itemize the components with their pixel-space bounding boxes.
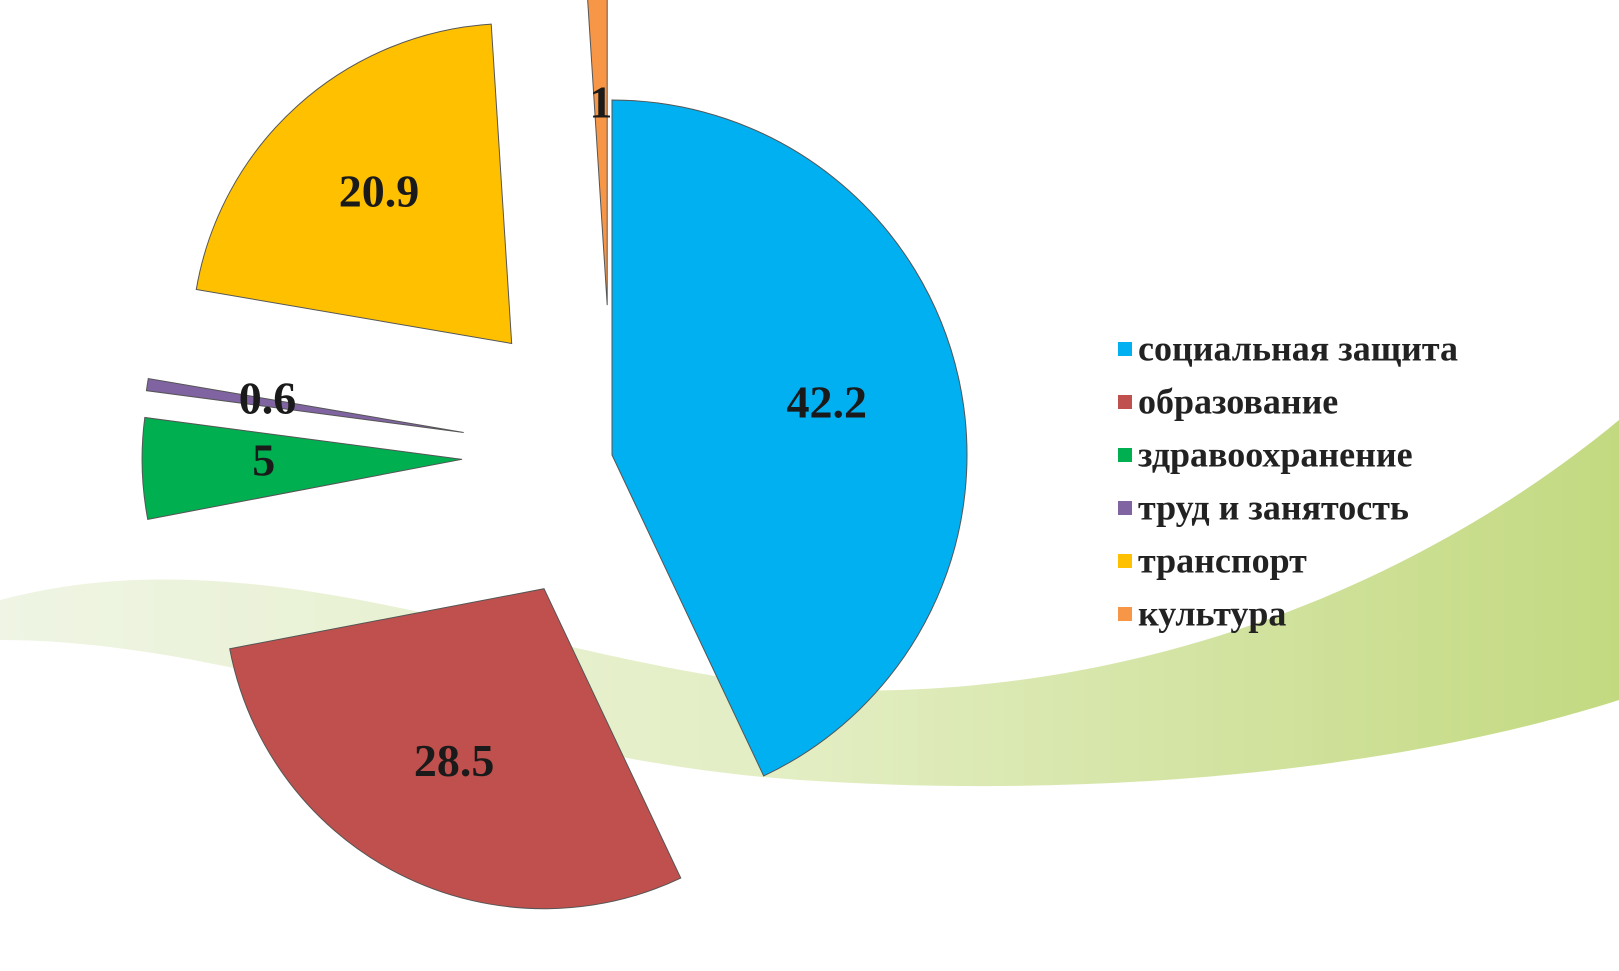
legend-label: транспорт (1138, 540, 1307, 580)
pie-slice (195, 23, 513, 345)
legend-label: образование (1138, 381, 1338, 421)
legend: социальная защита образование здравоохране… (1118, 328, 1458, 633)
data-label: 28.5 (414, 735, 495, 786)
legend-swatch (1118, 395, 1132, 409)
pie-slice (587, 0, 608, 306)
legend-swatch (1118, 607, 1132, 621)
data-label: 1 (589, 76, 612, 127)
pie-slice (611, 99, 968, 777)
legend-label: здравоохранение (1138, 434, 1413, 474)
data-label: 42.2 (787, 376, 868, 427)
legend-swatch (1118, 501, 1132, 515)
legend-label: труд и занятость (1138, 487, 1409, 527)
data-label: 0.6 (239, 372, 297, 423)
pie-slice (141, 416, 463, 520)
legend-label: социальная защита (1138, 328, 1458, 368)
data-label: 5 (252, 435, 275, 486)
legend-label: культура (1138, 593, 1286, 633)
pie-slice (229, 588, 682, 910)
legend-swatch (1118, 554, 1132, 568)
data-label: 20.9 (339, 166, 420, 217)
pie-slice (145, 377, 464, 434)
pie: 42.2 28.5 5 0.6 20.9 1 (141, 0, 968, 910)
legend-swatch (1118, 448, 1132, 462)
legend-swatch (1118, 342, 1132, 356)
